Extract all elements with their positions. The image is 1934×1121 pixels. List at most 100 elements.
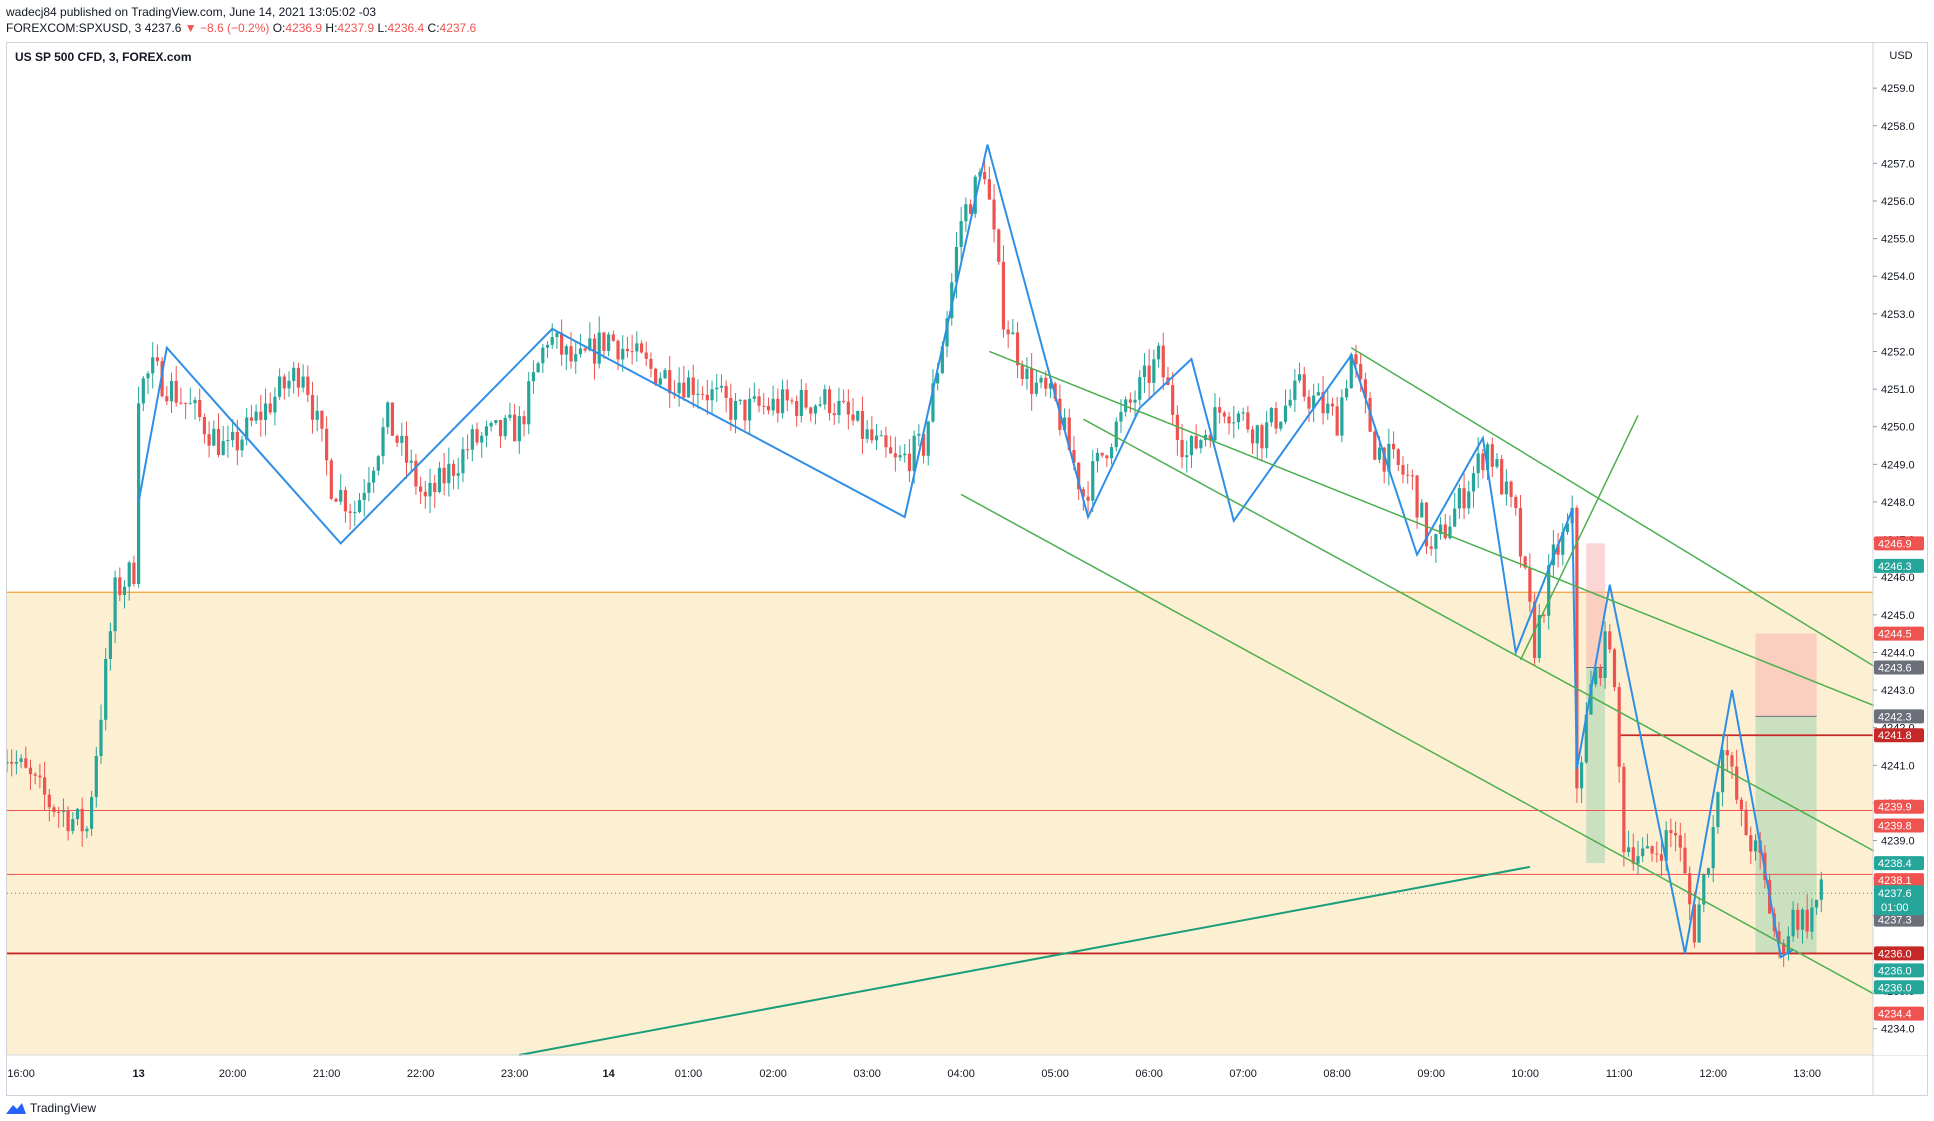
candle-body [1453, 508, 1457, 527]
candle-body [578, 348, 583, 355]
candle-body [1067, 417, 1071, 451]
low-value: 4236.4 [387, 21, 425, 35]
candle-body [80, 808, 84, 832]
candle-body [193, 400, 197, 404]
candle-body [818, 404, 822, 406]
price-tick-label: 4234.0 [1881, 1024, 1915, 1036]
candle-body [644, 352, 648, 359]
candle-body [433, 482, 437, 493]
candle-body [1250, 429, 1255, 444]
candle-body [912, 435, 916, 472]
candle-body [1725, 750, 1729, 756]
candle-body [1354, 354, 1358, 365]
candle-body [1753, 840, 1758, 852]
candle-body [10, 761, 14, 764]
price-label-box [1874, 709, 1924, 724]
price-label-text: 4238.1 [1878, 875, 1912, 887]
time-tick-label: 11:00 [1606, 1068, 1633, 1080]
symbol-label[interactable]: FOREXCOM:SPXUSD, 3 [6, 21, 142, 35]
candle-body [1312, 395, 1316, 409]
candle-body [968, 204, 973, 214]
time-tick-label: 01:00 [675, 1068, 703, 1080]
candle-body [132, 562, 136, 584]
price-change: −8.6 (−0.2%) [199, 21, 270, 35]
candle-body [1114, 421, 1118, 448]
candle-body [1100, 452, 1104, 456]
candle-body [1185, 455, 1189, 458]
price-tick-label: 4253.0 [1881, 309, 1915, 321]
candle-body [329, 460, 333, 499]
channel-line [1082, 418, 1883, 857]
candle-body [367, 482, 371, 493]
candle-body [1297, 374, 1302, 381]
candle-body [1156, 345, 1161, 360]
time-tick-label: 23:00 [501, 1068, 529, 1080]
candle-body [19, 758, 23, 762]
candle-body [1744, 809, 1748, 836]
time-tick-label: 07:00 [1229, 1068, 1257, 1080]
candle-body [1344, 388, 1349, 398]
price-tick-label: 4243.0 [1881, 685, 1915, 697]
candle-body [1636, 856, 1640, 864]
candle-body [1584, 714, 1588, 763]
candle-body [931, 383, 935, 422]
candle-body [24, 758, 28, 768]
price-label-text: 4243.6 [1878, 663, 1912, 675]
candle-body [780, 389, 785, 414]
price-tick-label: 4245.0 [1881, 610, 1915, 622]
candle-body [1514, 496, 1518, 509]
open-label: O: [272, 21, 286, 35]
candle-body [127, 562, 131, 587]
candle-body [1485, 444, 1490, 471]
candle-body [752, 396, 756, 399]
candle-body [663, 370, 667, 379]
candle-body [390, 402, 395, 436]
footer-brand[interactable]: TradingView [30, 1101, 97, 1115]
candle-body [616, 340, 620, 360]
candle-body [212, 428, 216, 446]
candle-body [1462, 488, 1466, 509]
candle-body [588, 338, 592, 351]
candle-body [527, 381, 531, 425]
candle-body [809, 407, 813, 414]
candle-body [1025, 368, 1029, 379]
candle-body [1406, 474, 1410, 476]
candle-body [1664, 830, 1668, 861]
candle-body [1006, 329, 1010, 335]
candle-body [207, 434, 211, 446]
candle-body [719, 385, 724, 388]
support-trendline [519, 865, 1531, 1056]
candle-body [1062, 417, 1067, 430]
candle-body [1307, 396, 1311, 409]
candle-body [1044, 377, 1048, 389]
candle-body [151, 357, 155, 374]
candle-body [1796, 909, 1800, 930]
price-label-text: 4239.9 [1878, 802, 1912, 814]
candle-body [470, 429, 474, 450]
candle-body [1128, 399, 1132, 403]
candle-body [216, 428, 221, 455]
price-label-box [1874, 818, 1924, 833]
candle-body [155, 357, 160, 362]
price-label-box [1874, 626, 1924, 641]
candle-body [1387, 443, 1391, 472]
candle-body [621, 348, 625, 360]
price-tick-label: 4252.0 [1881, 346, 1915, 358]
candle-body [254, 411, 258, 421]
candle-body [1227, 416, 1231, 424]
candle-body [921, 433, 926, 456]
candlestick-chart[interactable]: USD4234.04235.04236.04237.04238.04239.04… [7, 43, 1927, 1095]
candle-body [860, 411, 865, 439]
time-tick-label: 10:00 [1511, 1068, 1539, 1080]
chart-frame[interactable]: USD4234.04235.04236.04237.04238.04239.04… [6, 42, 1928, 1096]
price-tick-label: 4254.0 [1881, 271, 1915, 283]
candle-body [1612, 649, 1617, 688]
candle-body [1293, 380, 1297, 400]
candle-body [940, 346, 944, 374]
price-tick-label: 4244.0 [1881, 647, 1915, 659]
candle-body [997, 229, 1001, 262]
candle-body [1594, 668, 1598, 685]
price-label-box [1874, 963, 1924, 978]
candle-body [169, 380, 174, 402]
candle-body [1565, 523, 1570, 532]
